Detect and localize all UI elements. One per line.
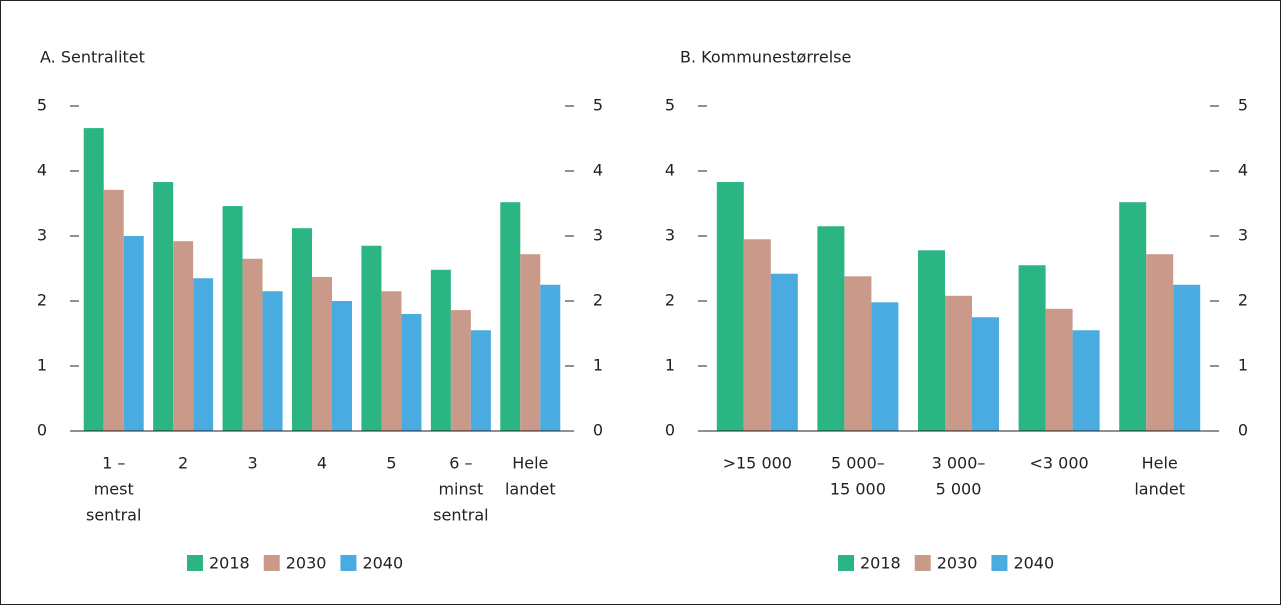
- y2-tick-label: 4: [1238, 161, 1248, 180]
- y2-tick-label: 0: [1238, 421, 1248, 440]
- y-tick-label: 0: [665, 421, 675, 440]
- legend-label: 2040: [362, 554, 403, 573]
- x-tick-label: 3: [247, 454, 257, 473]
- x-tick-label: landet: [505, 480, 556, 499]
- x-tick-label: sentral: [86, 506, 141, 525]
- y2-tick-label: 3: [593, 226, 603, 245]
- bar: [500, 202, 521, 431]
- legend-swatch: [838, 555, 854, 571]
- bar: [520, 254, 541, 431]
- x-tick-label: sentral: [433, 506, 488, 525]
- chart-title: B. Kommunestørrelse: [680, 48, 851, 67]
- x-tick-label: 4: [317, 454, 327, 473]
- bar: [103, 189, 124, 431]
- y-tick-label: 0: [37, 421, 47, 440]
- bar: [173, 241, 194, 431]
- x-tick-label: 6 –: [449, 454, 472, 473]
- bar: [332, 301, 352, 431]
- bar: [262, 291, 283, 431]
- x-tick-label: 2: [178, 454, 188, 473]
- bar: [292, 228, 312, 431]
- y2-tick-label: 2: [1238, 291, 1248, 310]
- bar: [817, 226, 845, 431]
- legend-swatch: [263, 555, 280, 571]
- y-tick-label: 2: [665, 291, 675, 310]
- bar: [193, 278, 214, 431]
- legend-label: 2040: [1013, 554, 1054, 573]
- bar: [1045, 308, 1073, 431]
- y2-tick-label: 1: [1238, 356, 1248, 375]
- x-tick-label: minst: [438, 480, 483, 499]
- y-tick-label: 1: [37, 356, 47, 375]
- bar: [242, 258, 263, 431]
- bar: [361, 245, 382, 431]
- bar: [743, 239, 771, 431]
- bar: [716, 182, 744, 431]
- legend-swatch: [991, 555, 1008, 571]
- bar: [1072, 330, 1100, 431]
- bar: [770, 273, 798, 431]
- y2-tick-label: 5: [1238, 96, 1248, 115]
- bar: [83, 128, 104, 431]
- y-tick-label: 5: [665, 96, 675, 115]
- bar: [450, 310, 471, 431]
- y-tick-label: 5: [37, 96, 47, 115]
- legend-swatch: [187, 555, 203, 571]
- bar: [381, 291, 402, 431]
- bar: [1173, 284, 1201, 431]
- bar: [153, 182, 174, 431]
- x-tick-label: Hele: [1142, 454, 1178, 473]
- bar: [312, 276, 332, 431]
- x-tick-label: 1 –: [102, 454, 125, 473]
- legend-label: 2018: [209, 554, 250, 573]
- y2-tick-label: 2: [593, 291, 603, 310]
- x-tick-label: 5 000: [936, 480, 982, 499]
- bar: [540, 284, 561, 431]
- bar: [430, 269, 451, 431]
- bar: [871, 302, 899, 431]
- x-tick-label: Hele: [512, 454, 548, 473]
- y-tick-label: 4: [37, 161, 47, 180]
- bar: [470, 330, 491, 431]
- bar: [972, 317, 999, 431]
- y-tick-label: 3: [37, 226, 47, 245]
- x-tick-label: mest: [94, 480, 134, 499]
- y-tick-label: 4: [665, 161, 675, 180]
- bar: [1146, 254, 1174, 431]
- x-tick-label: >15 000: [723, 454, 792, 473]
- bar: [222, 206, 243, 431]
- y-tick-label: 2: [37, 291, 47, 310]
- y2-tick-label: 1: [593, 356, 603, 375]
- bar: [945, 295, 972, 431]
- x-tick-label: <3 000: [1029, 454, 1088, 473]
- chart-title: A. Sentralitet: [40, 48, 145, 67]
- legend-label: 2030: [286, 554, 327, 573]
- x-tick-label: 3 000–: [932, 454, 986, 473]
- bar: [918, 250, 945, 431]
- legend-swatch: [914, 555, 931, 571]
- bar: [123, 236, 144, 431]
- x-tick-label: 5 000–: [831, 454, 885, 473]
- y2-tick-label: 0: [593, 421, 603, 440]
- legend-label: 2018: [860, 554, 901, 573]
- x-tick-label: 15 000: [830, 480, 886, 499]
- x-tick-label: 5: [386, 454, 396, 473]
- y2-tick-label: 4: [593, 161, 603, 180]
- bar: [1018, 265, 1046, 431]
- y-tick-label: 1: [665, 356, 675, 375]
- legend-swatch: [340, 555, 357, 571]
- y2-tick-label: 3: [1238, 226, 1248, 245]
- legend-label: 2030: [937, 554, 978, 573]
- bar: [1119, 202, 1147, 431]
- bar: [401, 314, 422, 431]
- x-tick-label: landet: [1134, 480, 1185, 499]
- y-tick-label: 3: [665, 226, 675, 245]
- bar: [844, 276, 872, 431]
- y2-tick-label: 5: [593, 96, 603, 115]
